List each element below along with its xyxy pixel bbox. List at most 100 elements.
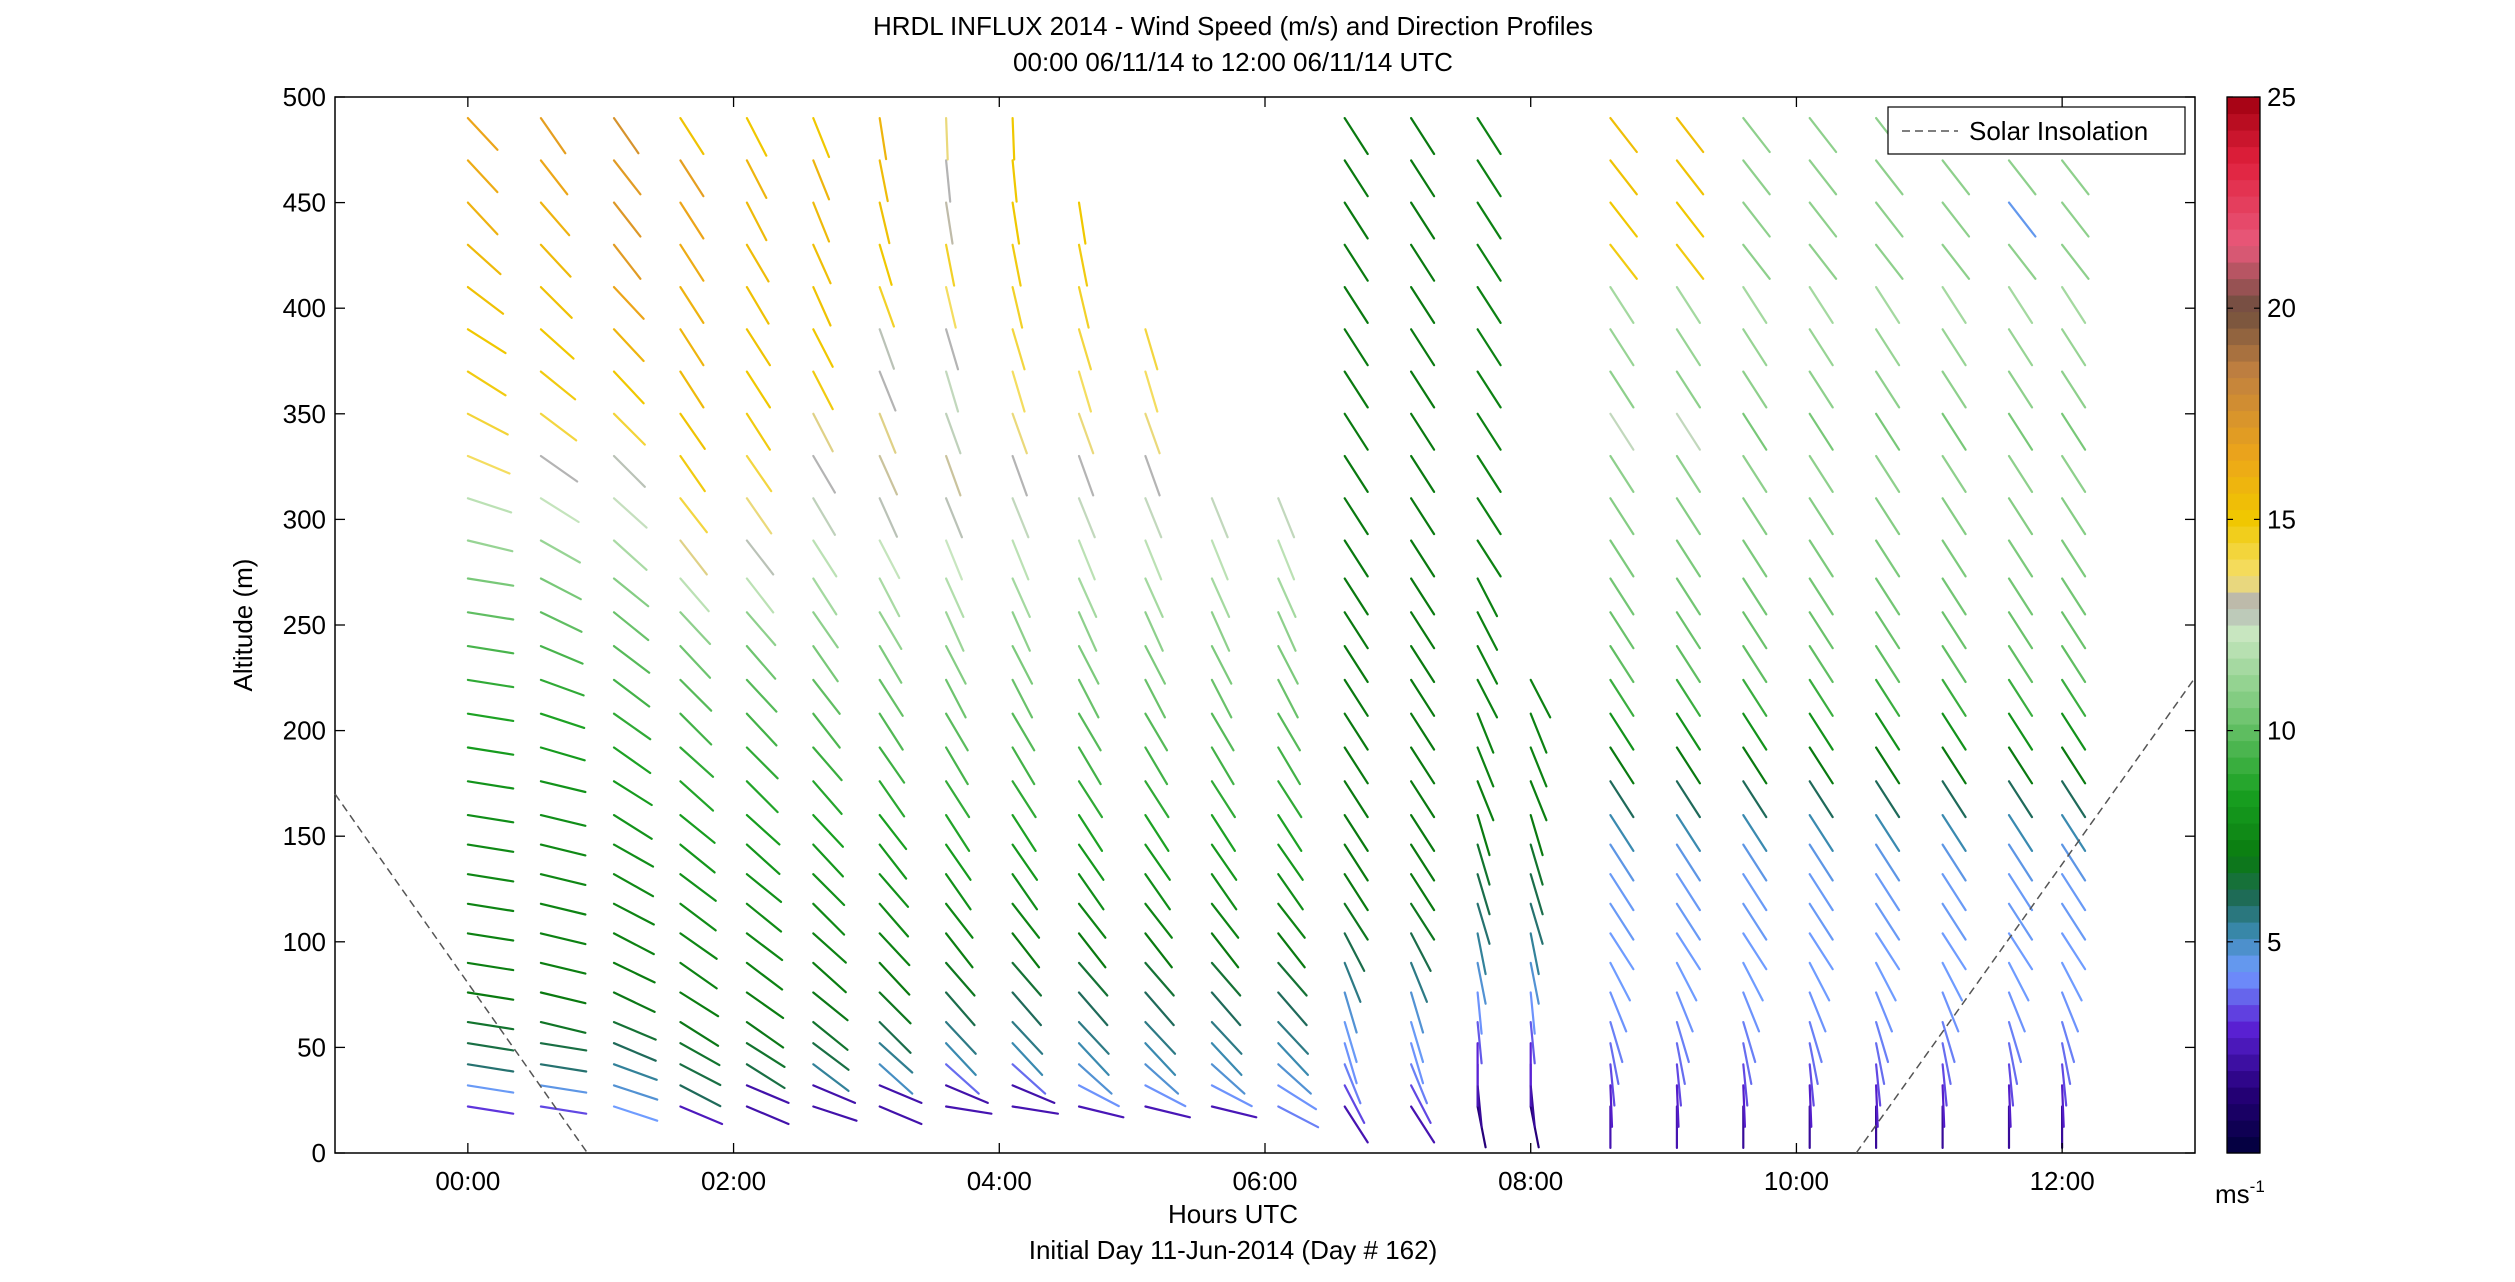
wind-barb: [944, 813, 971, 853]
wind-barb: [1609, 746, 1635, 785]
wind-barb: [1476, 902, 1491, 945]
wind-barb: [1675, 497, 1702, 536]
wind-barb: [878, 1042, 914, 1074]
wind-barb: [466, 932, 515, 942]
wind-barb: [1742, 843, 1768, 882]
wind-barb: [812, 370, 834, 411]
solar-insolation-segment: [334, 793, 589, 1154]
colorbar-cell: [2227, 905, 2260, 923]
wind-barb: [2061, 746, 2087, 785]
colorbar-cell: [2227, 1004, 2260, 1022]
wind-barb: [1675, 539, 1702, 578]
wind-barb: [1808, 1042, 1819, 1086]
wind-barb: [1011, 780, 1037, 819]
wind-barb: [1529, 746, 1548, 788]
wind-barb: [1210, 497, 1229, 539]
colorbar-cell: [2227, 476, 2260, 494]
colorbar-cell: [2227, 790, 2260, 808]
wind-barb: [1874, 991, 1894, 1033]
wind-barb: [1808, 454, 1834, 493]
wind-barb: [1609, 454, 1635, 493]
wind-barb: [2007, 746, 2034, 785]
wind-barb: [2007, 1020, 2023, 1064]
wind-barb: [812, 1084, 857, 1105]
wind-barb: [1609, 932, 1635, 971]
wind-barb: [944, 1042, 977, 1077]
wind-barb: [1742, 497, 1768, 536]
wind-barb: [1011, 961, 1043, 997]
wind-barb: [1077, 873, 1105, 911]
wind-barb: [1409, 159, 1436, 198]
wind-barb: [612, 497, 648, 529]
colorbar-cell: [2227, 1037, 2260, 1055]
wind-barb: [1144, 1105, 1192, 1119]
wind-barb: [1144, 454, 1161, 497]
wind-barb: [1941, 497, 1967, 536]
wind-barb: [612, 932, 655, 956]
wind-barb: [1808, 991, 1827, 1033]
wind-barb: [2061, 991, 2079, 1033]
wind-barb: [2007, 1084, 2012, 1128]
wind-barb: [1343, 286, 1369, 324]
wind-barb: [539, 961, 587, 975]
y-tick-label: 0: [312, 1138, 326, 1168]
wind-barb: [1011, 746, 1036, 786]
wind-barb: [812, 1042, 850, 1071]
wind-barb: [1941, 746, 1967, 785]
wind-barb: [1742, 454, 1768, 493]
wind-barb: [679, 843, 716, 874]
wind-barb: [1874, 577, 1901, 616]
wind-barb: [1675, 286, 1702, 324]
wind-barb: [1609, 813, 1635, 853]
wind-barb: [1742, 611, 1768, 650]
wind-barb: [1277, 1063, 1312, 1095]
wind-barb: [612, 286, 645, 320]
wind-barb: [1742, 1042, 1753, 1086]
wind-barb: [944, 611, 965, 652]
wind-barb: [1529, 1020, 1536, 1065]
wind-barb: [1941, 873, 1967, 912]
wind-barb: [1742, 159, 1771, 196]
wind-barb: [539, 370, 577, 401]
wind-barb: [812, 243, 832, 285]
wind-barb: [539, 873, 587, 887]
wind-barb: [612, 243, 642, 280]
wind-barb: [1675, 843, 1702, 882]
wind-barb: [812, 201, 831, 243]
wind-barb: [1210, 932, 1240, 969]
wind-barb: [612, 1063, 658, 1081]
wind-barb: [1077, 780, 1104, 819]
colorbar-cell: [2227, 559, 2260, 577]
wind-barb: [878, 1063, 914, 1095]
wind-barb: [1808, 961, 1831, 1002]
wind-barb: [1874, 902, 1901, 941]
wind-barb: [1343, 678, 1369, 717]
wind-barb: [1609, 286, 1635, 324]
wind-barb: [1077, 328, 1093, 371]
wind-barb: [1808, 1063, 1815, 1107]
wind-barb: [1941, 243, 1971, 280]
wind-barb: [612, 902, 655, 926]
wind-barb: [1874, 843, 1901, 882]
wind-barb: [1077, 813, 1104, 853]
wind-barb: [1742, 412, 1768, 451]
wind-barb: [1476, 611, 1499, 651]
wind-barb: [1343, 116, 1369, 156]
wind-barb: [1808, 902, 1834, 941]
wind-barb: [1277, 873, 1304, 911]
solar-insolation-line: [334, 677, 2196, 1154]
colorbar-cell: [2227, 196, 2260, 214]
wind-barb: [745, 780, 779, 814]
colorbar-cell: [2227, 377, 2260, 395]
wind-barb: [1343, 991, 1358, 1034]
wind-barb: [2007, 577, 2034, 616]
wind-barb: [878, 902, 910, 938]
wind-barb: [1476, 813, 1491, 857]
x-tick-label: 12:00: [2030, 1166, 2095, 1196]
wind-barb: [612, 873, 655, 898]
wind-barb: [1343, 159, 1369, 198]
wind-barb: [1941, 611, 1967, 650]
wind-barb: [679, 1063, 722, 1087]
wind-barb: [1409, 902, 1436, 941]
wind-barb: [878, 644, 903, 684]
